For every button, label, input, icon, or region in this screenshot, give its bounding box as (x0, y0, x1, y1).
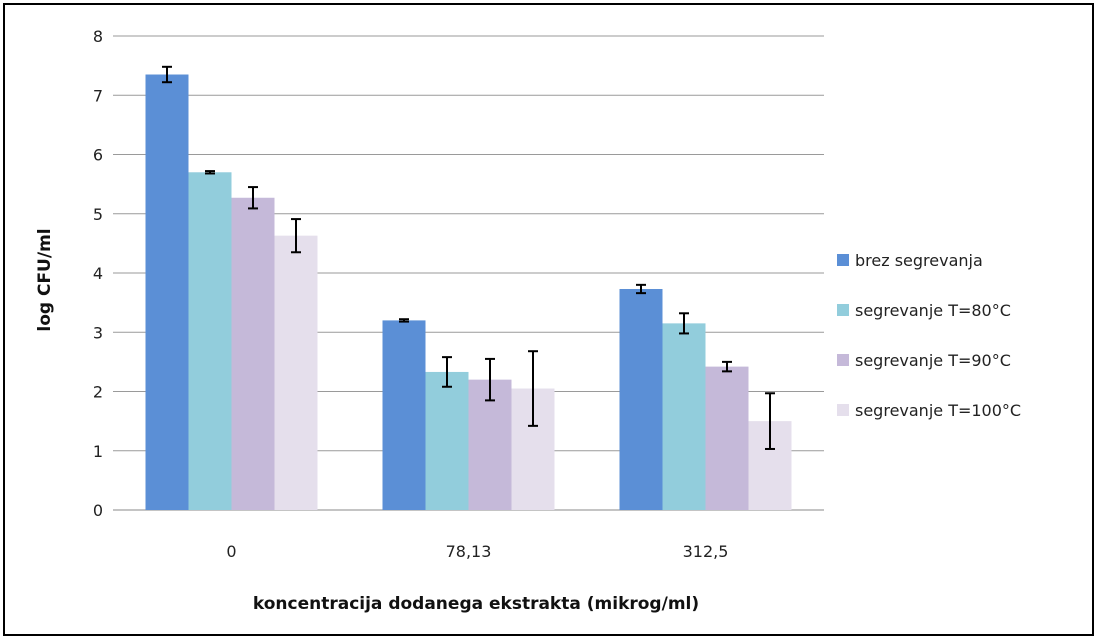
bar (231, 197, 275, 510)
x-axis-ticks: 0 78,13 312,5 (226, 542, 728, 561)
y-tick-label: 2 (93, 383, 103, 402)
y-tick-label: 8 (93, 27, 103, 46)
x-tick-label: 0 (226, 542, 236, 561)
legend: brez segrevanja segrevanje T=80°C segrevan… (837, 251, 1021, 420)
bar (425, 371, 469, 510)
error-bar (636, 283, 646, 295)
bar (188, 172, 232, 510)
y-axis-title: log CFU/ml (35, 228, 55, 331)
legend-swatch (837, 404, 849, 416)
error-bar (291, 218, 301, 254)
legend-item: segrevanje T=100°C (837, 401, 1021, 420)
legend-swatch (837, 354, 849, 366)
error-bar (765, 392, 775, 450)
x-tick-label: 312,5 (683, 542, 729, 561)
legend-swatch (837, 304, 849, 316)
legend-swatch (837, 254, 849, 266)
error-bar (399, 318, 409, 323)
error-bar (679, 312, 689, 335)
error-bar (485, 357, 495, 402)
error-bar (722, 360, 732, 373)
y-tick-label: 4 (93, 264, 103, 283)
legend-item: segrevanje T=90°C (837, 351, 1011, 370)
legend-label: segrevanje T=90°C (855, 351, 1011, 370)
legend-item: brez segrevanja (837, 251, 983, 270)
bar (619, 288, 663, 510)
legend-item: segrevanje T=80°C (837, 301, 1011, 320)
y-axis-ticks: 0 1 2 3 4 5 6 7 8 (93, 27, 103, 520)
y-tick-label: 5 (93, 205, 103, 224)
error-bar (442, 356, 452, 388)
bar (662, 323, 706, 510)
error-bar (162, 65, 172, 84)
x-axis-title: koncentracija dodanega ekstrakta (mikrog… (253, 594, 699, 614)
legend-label: segrevanje T=100°C (855, 401, 1021, 420)
legend-label: brez segrevanja (855, 251, 983, 270)
x-tick-label: 78,13 (446, 542, 492, 561)
bars (145, 74, 792, 511)
error-bars (162, 65, 775, 450)
y-tick-label: 1 (93, 442, 103, 461)
legend-label: segrevanje T=80°C (855, 301, 1011, 320)
bar (145, 74, 189, 510)
y-tick-label: 6 (93, 146, 103, 165)
bar (705, 366, 749, 510)
error-bar (248, 186, 258, 210)
y-tick-label: 0 (93, 501, 103, 520)
error-bar (528, 350, 538, 427)
y-tick-label: 3 (93, 323, 103, 342)
bar (274, 235, 318, 511)
bar (382, 320, 426, 510)
error-bar (205, 170, 215, 175)
y-tick-label: 7 (93, 86, 103, 105)
